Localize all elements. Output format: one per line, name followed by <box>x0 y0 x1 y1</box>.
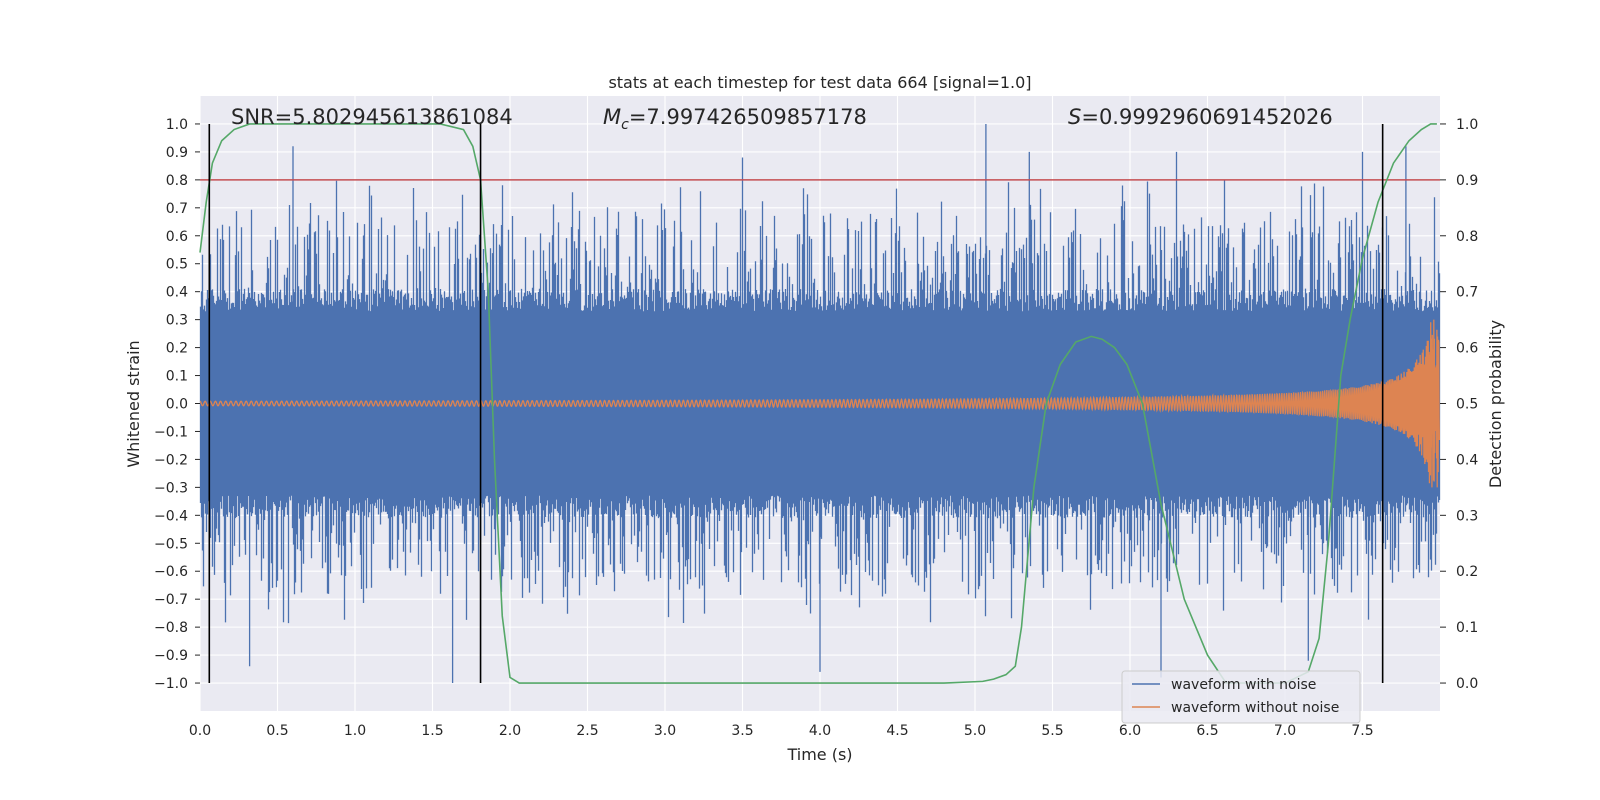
x-tick-label: 0.5 <box>266 723 288 739</box>
annotation-significance: S=0.9992960691452026 <box>1068 105 1333 129</box>
x-tick-label: 0.0 <box>189 723 211 739</box>
x-tick-label: 7.5 <box>1351 723 1373 739</box>
y-tick-label: −0.5 <box>154 536 188 552</box>
y-tick-label: 0.1 <box>166 369 188 385</box>
x-tick-label: 3.5 <box>731 723 753 739</box>
x-tick-label: 7.0 <box>1274 723 1296 739</box>
x-tick-label: 6.5 <box>1196 723 1218 739</box>
y-tick-label: 0.3 <box>166 313 188 329</box>
x-axis-ticks: 0.0 0.5 1.0 1.5 2.0 2.5 3.0 3.5 4.0 4.5 5.0 5.5 6.0 6… <box>189 723 1374 739</box>
x-tick-label: 5.5 <box>1041 723 1063 739</box>
series-detection-probability <box>199 123 1437 684</box>
y2-tick-label: 0.5 <box>1456 397 1478 413</box>
y2-tick-label: 0.3 <box>1456 508 1478 524</box>
x-tick-label: 1.5 <box>421 723 443 739</box>
y2-tick-label: 0.2 <box>1456 564 1478 580</box>
y-tick-label: −1.0 <box>154 676 188 692</box>
y2-tick-label: 0.0 <box>1456 676 1478 692</box>
legend-label-clean: waveform without noise <box>1171 700 1339 716</box>
y-axis-ticks: 1.0 0.9 0.8 0.7 0.6 0.5 0.4 0.3 0.2 0.1 0.0 −0.1 −0.… <box>154 117 200 692</box>
y-tick-label: −0.6 <box>154 564 188 580</box>
y-tick-label: 0.8 <box>166 173 188 189</box>
y-tick-label: −0.8 <box>154 620 188 636</box>
y-tick-label: −0.7 <box>154 592 188 608</box>
legend-label-noisy: waveform with noise <box>1171 677 1316 693</box>
x-tick-label: 4.0 <box>809 723 831 739</box>
y-tick-label: 0.0 <box>166 397 188 413</box>
series-layer <box>199 123 1441 684</box>
y-tick-label: −0.3 <box>154 480 188 496</box>
y-tick-label: 0.2 <box>166 341 188 357</box>
y2-tick-label: 0.9 <box>1456 173 1478 189</box>
y2-tick-label: 0.4 <box>1456 452 1478 468</box>
y2-tick-label: 0.6 <box>1456 341 1478 357</box>
series-waveform-with-noise <box>199 124 1441 683</box>
y-axis-label: Whitened strain <box>124 340 143 467</box>
annotation-snr: SNR=5.802945613861084 <box>231 105 513 129</box>
y-tick-label: 0.5 <box>166 257 188 273</box>
x-tick-label: 2.0 <box>499 723 521 739</box>
detection-markers <box>208 123 1384 684</box>
y-tick-label: −0.2 <box>154 452 188 468</box>
x-axis-label: Time (s) <box>786 745 852 764</box>
x-tick-label: 2.5 <box>576 723 598 739</box>
annotation-chirp-mass: Mc=7.997426509857178 <box>603 105 867 133</box>
y-tick-label: −0.1 <box>154 424 188 440</box>
y-tick-label: 0.4 <box>166 285 188 301</box>
y-tick-label: 0.6 <box>166 229 188 245</box>
x-tick-label: 1.0 <box>344 723 366 739</box>
x-tick-label: 6.0 <box>1119 723 1141 739</box>
series-waveform-without-noise <box>199 319 1441 488</box>
chart-title: stats at each timestep for test data 664… <box>608 73 1031 92</box>
y2-tick-label: 0.8 <box>1456 229 1478 245</box>
x-tick-label: 3.0 <box>654 723 676 739</box>
y2-tick-label: 0.1 <box>1456 620 1478 636</box>
x-tick-label: 4.5 <box>886 723 908 739</box>
y2-axis-label: Detection probability <box>1486 320 1505 488</box>
y2-tick-label: 1.0 <box>1456 117 1478 133</box>
y2-tick-label: 0.7 <box>1456 285 1478 301</box>
x-tick-label: 5.0 <box>964 723 986 739</box>
y-tick-label: 0.7 <box>166 201 188 217</box>
y2-axis-ticks: 1.0 0.9 0.8 0.7 0.6 0.5 0.4 0.3 0.2 0.1 0.0 <box>1440 117 1478 692</box>
y-tick-label: 1.0 <box>166 117 188 133</box>
y-tick-label: 0.9 <box>166 145 188 161</box>
legend-box <box>1121 670 1361 724</box>
y-tick-label: −0.9 <box>154 648 188 664</box>
legend: waveform with noise waveform without noi… <box>1121 670 1361 724</box>
y-tick-label: −0.4 <box>154 508 188 524</box>
